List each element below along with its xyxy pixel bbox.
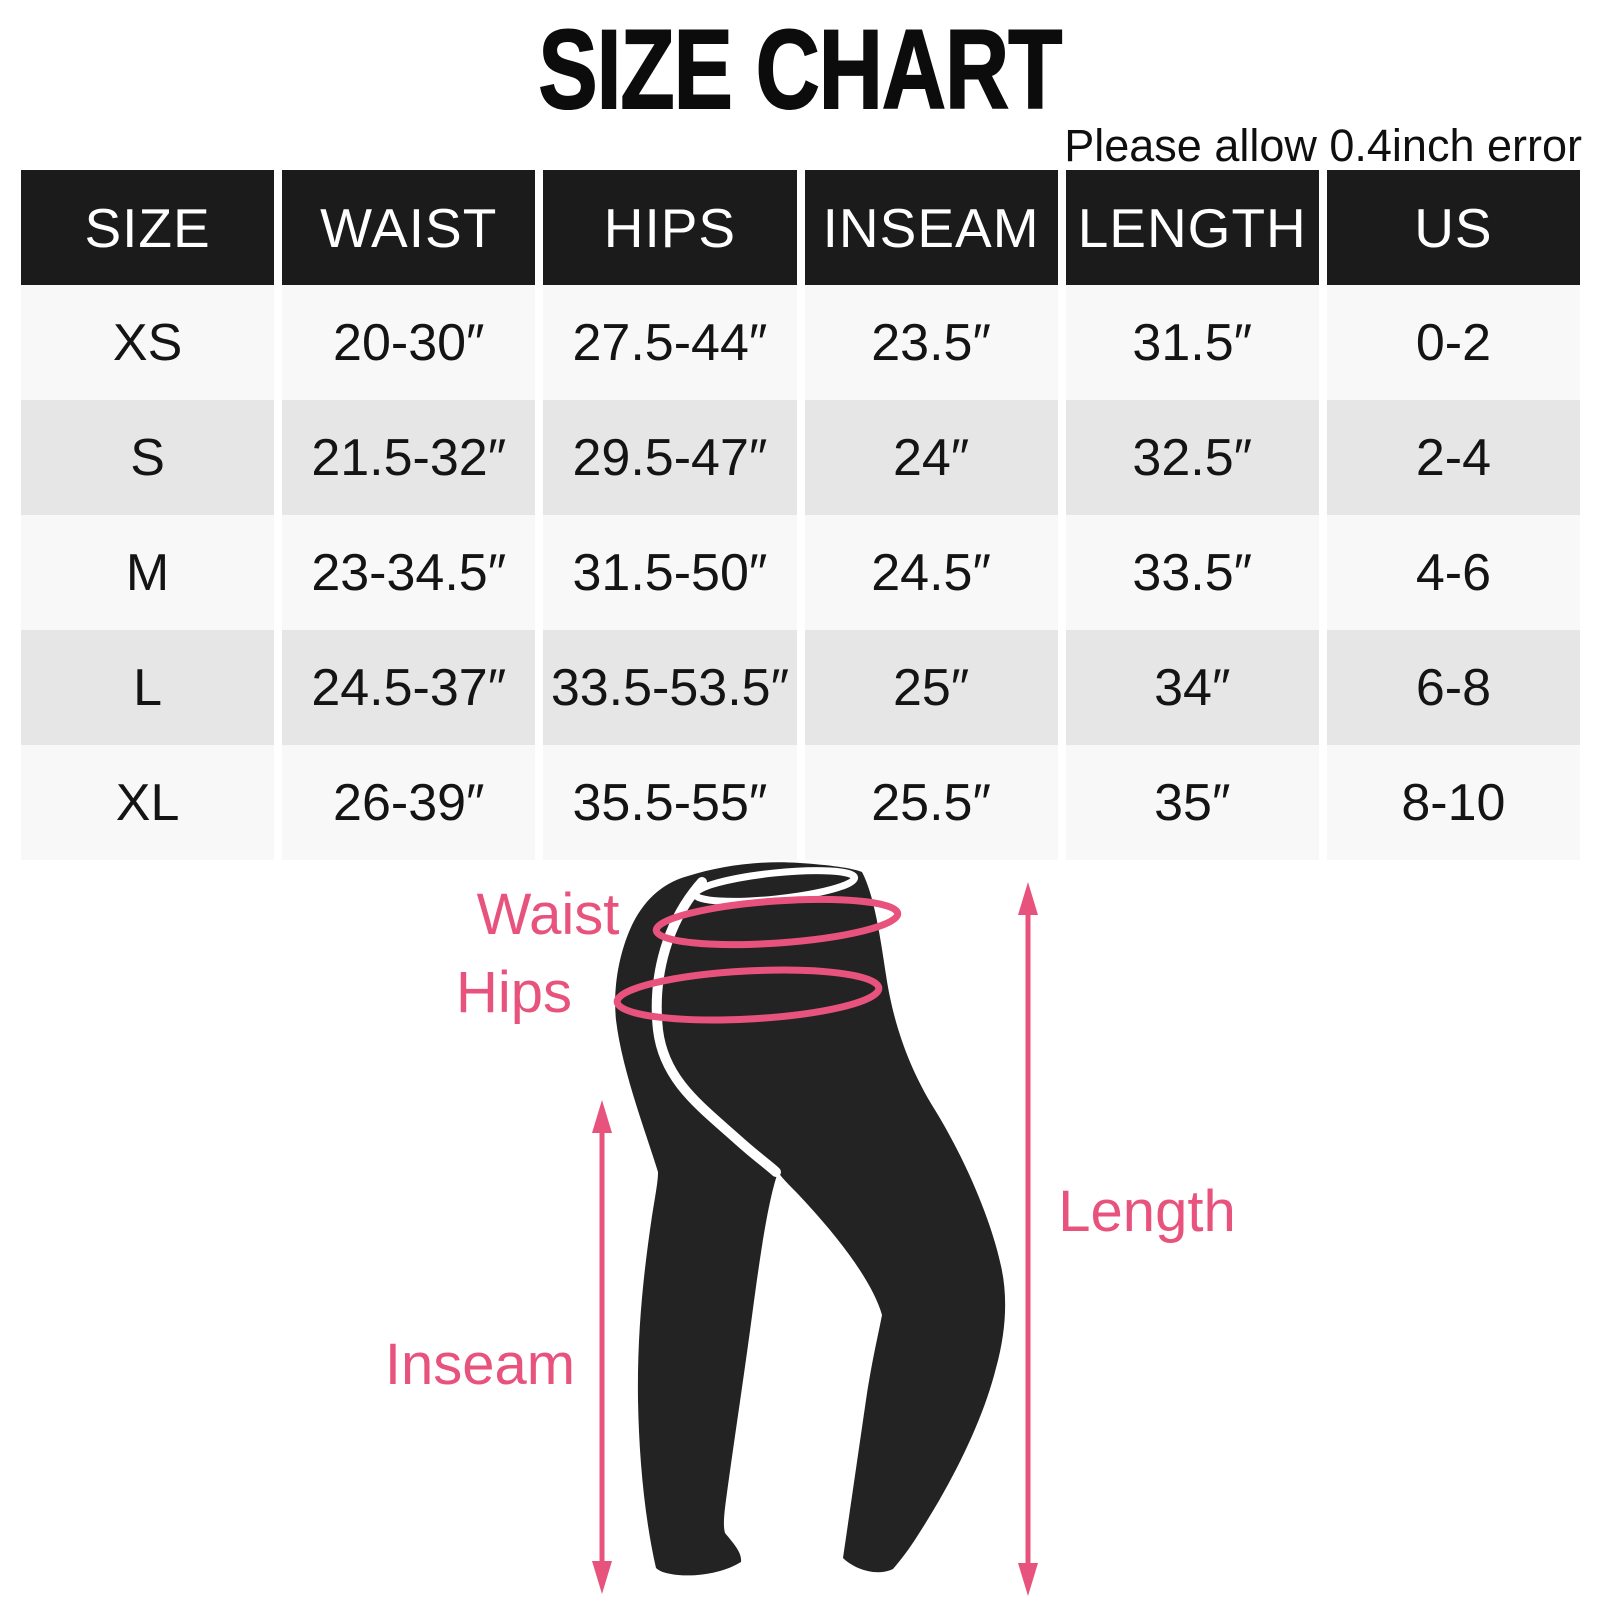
table-cell: 32.5″ xyxy=(1065,400,1319,515)
table-cell: 2-4 xyxy=(1326,400,1580,515)
table-cell: 24.5-37″ xyxy=(282,630,536,745)
table-cell: XL xyxy=(21,745,275,860)
table-cell: 34″ xyxy=(1065,630,1319,745)
size-table: SIZE WAIST HIPS INSEAM LENGTH US XS 20-3… xyxy=(21,170,1580,860)
page-title: SIZE CHART xyxy=(538,7,1063,132)
header-cell-hips: HIPS xyxy=(543,170,797,285)
table-cell: 8-10 xyxy=(1326,745,1580,860)
table-cell: M xyxy=(21,515,275,630)
waist-measure-ellipse xyxy=(652,895,902,949)
table-cell: 21.5-32″ xyxy=(282,400,536,515)
table-cell: 35.5-55″ xyxy=(543,745,797,860)
header-cell-waist: WAIST xyxy=(282,170,536,285)
table-cell: 24″ xyxy=(804,400,1058,515)
table-cell: 33.5-53.5″ xyxy=(543,630,797,745)
table-cell: 4-6 xyxy=(1326,515,1580,630)
table-cell: S xyxy=(21,400,275,515)
header-cell-length: LENGTH xyxy=(1065,170,1319,285)
table-cell: L xyxy=(21,630,275,745)
inseam-label: Inseam xyxy=(385,1332,575,1397)
table-cell: 0-2 xyxy=(1326,285,1580,400)
table-cell: XS xyxy=(21,285,275,400)
table-cell: 33.5″ xyxy=(1065,515,1319,630)
table-cell: 27.5-44″ xyxy=(543,285,797,400)
header-cell-inseam: INSEAM xyxy=(804,170,1058,285)
table-cell: 29.5-47″ xyxy=(543,400,797,515)
table-cell: 31.5-50″ xyxy=(543,515,797,630)
table-cell: 25.5″ xyxy=(804,745,1058,860)
inseam-arrow xyxy=(592,1100,612,1594)
length-arrow xyxy=(1018,882,1038,1596)
table-cell: 35″ xyxy=(1065,745,1319,860)
table-cell: 26-39″ xyxy=(282,745,536,860)
error-note: Please allow 0.4inch error xyxy=(1064,120,1582,171)
table-cell: 23.5″ xyxy=(804,285,1058,400)
leggings-silhouette xyxy=(615,862,1006,1576)
measurement-diagram: Waist Hips Inseam Length xyxy=(385,862,1236,1596)
hips-measure-ellipse xyxy=(613,966,883,1024)
header-cell-size: SIZE xyxy=(21,170,275,285)
waist-label: Waist xyxy=(477,882,620,947)
header-cell-us: US xyxy=(1326,170,1580,285)
table-cell: 20-30″ xyxy=(282,285,536,400)
table-cell: 6-8 xyxy=(1326,630,1580,745)
length-label: Length xyxy=(1058,1179,1235,1244)
table-cell: 31.5″ xyxy=(1065,285,1319,400)
table-cell: 25″ xyxy=(804,630,1058,745)
hips-label: Hips xyxy=(456,960,572,1025)
table-cell: 24.5″ xyxy=(804,515,1058,630)
table-cell: 23-34.5″ xyxy=(282,515,536,630)
